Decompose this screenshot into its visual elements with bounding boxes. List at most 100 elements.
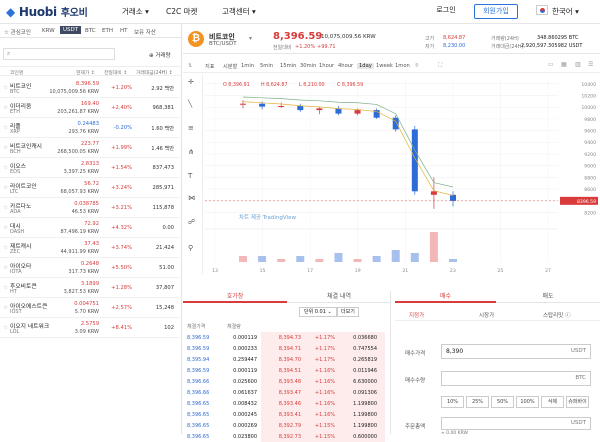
interval-1min[interactable]: 1min bbox=[241, 63, 255, 69]
measure-tool-icon[interactable]: ⚲ bbox=[188, 244, 194, 252]
magnet-tool-icon[interactable]: ☍ bbox=[188, 218, 196, 226]
favorite-star-icon[interactable]: ☆ bbox=[3, 244, 9, 251]
col-change[interactable]: 전일대비 ↕ bbox=[104, 71, 128, 76]
tab-btc[interactable]: BTC bbox=[85, 28, 96, 34]
orderbook-row[interactable]: 8,396.59 0.000119 8,394.51 +1.16% 0.011946 bbox=[183, 365, 390, 376]
layout-grid-icon[interactable]: ▦ bbox=[561, 61, 567, 68]
interval-30min[interactable]: 30min bbox=[300, 63, 317, 69]
favorite-star-icon[interactable]: ☆ bbox=[3, 324, 9, 331]
fullscreen-icon[interactable]: ⛶ bbox=[438, 62, 443, 69]
col-volume[interactable]: 거래대금(24H) ↕ bbox=[136, 71, 173, 76]
pitchfork-tool-icon[interactable]: ⋔ bbox=[188, 148, 194, 156]
coin-row-btc[interactable]: ☆ 비트코인 BTC 8,396.59 10,075,009.56 KRW +1.20% 2… bbox=[0, 78, 182, 98]
interval-1mon[interactable]: 1mon bbox=[395, 63, 410, 69]
favorite-star-icon[interactable]: ☆ bbox=[3, 84, 9, 91]
chart-type-icon[interactable]: ☰ bbox=[588, 61, 594, 68]
favorite-star-icon[interactable]: ☆ bbox=[3, 224, 9, 231]
coin-row-lol[interactable]: ☆ 이오지 네트워크 LOL 2.5759 3.09 KRW +8.41% 102 bbox=[0, 318, 182, 338]
favorite-star-icon[interactable]: ☆ bbox=[3, 104, 9, 111]
orderbook-row[interactable]: 8,396.65 0.023800 8,392.73 +1.15% 0.600000 bbox=[183, 431, 390, 442]
favorite-star-icon[interactable]: ☆ bbox=[3, 304, 9, 311]
interval-1hour[interactable]: 1hour bbox=[319, 63, 335, 69]
tab-trade-history[interactable]: 체결 내역 bbox=[287, 291, 391, 303]
orderbook-row[interactable]: 8,396.66 0.025600 8,393.48 +1.16% 6.630000 bbox=[183, 376, 390, 387]
interval-[interactable]: 지표 bbox=[205, 64, 215, 70]
chart-settings-icon[interactable]: ⇅ bbox=[188, 63, 193, 69]
orderbook-row[interactable]: 8,396.65 0.008432 8,393.46 +1.16% 1.199800 bbox=[183, 398, 390, 409]
tab-sell[interactable]: 매도 bbox=[496, 291, 600, 303]
tab-orderbook[interactable]: 호가창 bbox=[183, 291, 287, 303]
tab-buy[interactable]: 매수 bbox=[395, 291, 496, 303]
coin-row-xrp[interactable]: ☆ 리플 XRP 0.24483 293.76 KRW -0.20% 1.60 백만 bbox=[0, 118, 182, 138]
order-type-stop-limit[interactable]: 스탑리밋 ⓘ bbox=[543, 313, 571, 319]
favorite-star-icon[interactable]: ☆ bbox=[3, 204, 9, 211]
coin-row-dash[interactable]: ☆ 대시 DASH 72.92 87,496.19 KRW +4.32% 0.00 bbox=[0, 218, 182, 238]
pct-button-5[interactable]: 슈퍼바이 bbox=[566, 396, 589, 408]
orderbook-row[interactable]: 8,395.94 0.259447 8,394.70 +1.17% 0.265819 bbox=[183, 354, 390, 365]
pct-button-4[interactable]: 삭제 bbox=[541, 396, 564, 408]
favorite-star-icon[interactable]: ☆ bbox=[3, 124, 9, 131]
coin-row-iost[interactable]: ☆ 아이오에스트큰 IOST 0.004751 5.70 KRW +2.57% 15,248 bbox=[0, 298, 182, 318]
buy-price-input[interactable]: 8,390 USDT bbox=[441, 344, 591, 359]
tab-ht[interactable]: HT bbox=[120, 28, 128, 34]
pct-button-2[interactable]: 50% bbox=[491, 396, 514, 408]
nav-customer-center[interactable]: 고객센터 ▾ bbox=[222, 7, 256, 16]
order-total-input[interactable]: USDT bbox=[441, 417, 591, 430]
layout-split-icon[interactable]: ▥ bbox=[575, 61, 581, 68]
add-favorite-button[interactable]: ⊕ 거래량 bbox=[149, 53, 171, 59]
trendline-tool-icon[interactable]: ╲ bbox=[188, 100, 193, 108]
pct-button-0[interactable]: 10% bbox=[441, 396, 464, 408]
tab-krw[interactable]: KRW bbox=[42, 28, 55, 34]
order-type-market[interactable]: 시장가 bbox=[479, 313, 495, 319]
nav-exchange[interactable]: 거래소 ▾ bbox=[122, 7, 149, 16]
login-button[interactable]: 로그인 bbox=[436, 6, 456, 14]
coin-row-ada[interactable]: ☆ 카르다노 ADA 0.038785 46.53 KRW +3.21% 115,878 bbox=[0, 198, 182, 218]
tab-usdt[interactable]: USDT bbox=[60, 26, 82, 34]
coin-row-eos[interactable]: ☆ 이오스 EOS 2.8313 3,397.25 KRW +1.54% 837,473 bbox=[0, 158, 182, 178]
tab-holdings[interactable]: 보유 자산 bbox=[134, 30, 156, 36]
favorite-star-icon[interactable]: ☆ bbox=[3, 184, 9, 191]
price-chart[interactable]: 10400 10200 10000 9800 9600 9400 9200 9000 8800 8… bbox=[203, 74, 600, 279]
more-button[interactable]: 더보기 bbox=[337, 307, 359, 317]
coin-row-iota[interactable]: ☆ 아이오타 IOTA 0.2648 317.73 KRW +5.50% 51.00 bbox=[0, 258, 182, 278]
interval-15min[interactable]: 15min bbox=[280, 63, 297, 69]
huobi-logo[interactable]: ◆ Huobi 후오비 bbox=[6, 4, 88, 19]
favorite-star-icon[interactable]: ☆ bbox=[3, 264, 9, 271]
orderbook-row[interactable]: 8,396.66 0.061637 8,393.47 +1.16% 0.091306 bbox=[183, 387, 390, 398]
coin-row-bch[interactable]: ☆ 비트코인캐시 BCH 223.77 268,500.05 KRW +1.99% 1.46… bbox=[0, 138, 182, 158]
unit-select[interactable]: 단위 0.01 ⌄ bbox=[299, 307, 337, 317]
pair-dropdown-icon[interactable]: ▾ bbox=[249, 35, 253, 42]
tab-favorites[interactable]: ☆ 관심코인 bbox=[4, 30, 31, 36]
text-tool-icon[interactable]: T bbox=[188, 172, 193, 180]
coin-row-eth[interactable]: ☆ 이더리움 ETH 169.40 203,261.87 KRW +2.40% 968,38… bbox=[0, 98, 182, 118]
pattern-tool-icon[interactable]: ⋈ bbox=[188, 194, 195, 202]
favorite-star-icon[interactable]: ☆ bbox=[3, 144, 9, 151]
horizontal-line-tool-icon[interactable]: ≡ bbox=[188, 124, 194, 132]
interval-[interactable]: 시분할 bbox=[223, 64, 238, 70]
orderbook-row[interactable]: 8,396.59 0.000233 8,394.71 +1.17% 0.747554 bbox=[183, 343, 390, 354]
favorite-star-icon[interactable]: ☆ bbox=[3, 164, 9, 171]
pct-button-1[interactable]: 25% bbox=[466, 396, 489, 408]
interval-1day[interactable]: 1day bbox=[357, 63, 374, 69]
interval-4hour[interactable]: 4hour bbox=[338, 63, 354, 69]
coin-search-input[interactable]: ⌕ bbox=[3, 48, 115, 60]
nav-c2c-market[interactable]: C2C 마켓 bbox=[166, 7, 198, 16]
coin-row-zec[interactable]: ☆ 제트캐시 ZEC 37.43 44,911.99 KRW +3.74% 21,424 bbox=[0, 238, 182, 258]
coin-row-ht[interactable]: ☆ 후오비토큰 HT 3.1899 3,827.53 KRW +1.28% 37,807 bbox=[0, 278, 182, 298]
favorite-star-icon[interactable]: ☆ bbox=[3, 284, 9, 291]
interval-1week[interactable]: 1week bbox=[376, 63, 393, 69]
buy-qty-input[interactable]: BTC bbox=[441, 371, 591, 386]
tab-eth[interactable]: ETH bbox=[102, 28, 113, 34]
pct-button-3[interactable]: 100% bbox=[516, 396, 539, 408]
col-price[interactable]: 현재가 ↕ bbox=[76, 71, 95, 76]
screenshot-icon[interactable]: ⌾ bbox=[415, 62, 419, 69]
coin-row-ltc[interactable]: ☆ 라이트코인 LTC 56.72 68,057.93 KRW +3.24% 285,971 bbox=[0, 178, 182, 198]
crosshair-tool-icon[interactable]: ✛ bbox=[188, 78, 194, 86]
orderbook-row[interactable]: 8,396.65 0.000269 8,392.79 +1.15% 1.199800 bbox=[183, 420, 390, 431]
interval-5min[interactable]: 5min bbox=[260, 63, 274, 69]
layout-single-icon[interactable]: ▭ bbox=[548, 61, 554, 68]
orderbook-row[interactable]: 8,396.59 0.000119 8,394.73 +1.17% 0.036680 bbox=[183, 332, 390, 343]
order-type-limit[interactable]: 지정가 bbox=[409, 313, 425, 319]
signup-button[interactable]: 회원가입 bbox=[474, 4, 518, 19]
language-selector[interactable]: 한국어 ▾ bbox=[552, 7, 579, 16]
